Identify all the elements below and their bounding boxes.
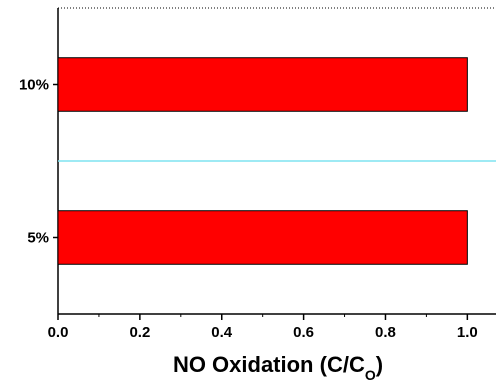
y-tick-label-1: 5%	[27, 230, 49, 247]
x-tick-label-4: 0.8	[375, 324, 396, 341]
bar-1	[57, 210, 468, 265]
bar-0	[57, 57, 468, 112]
x-axis-title: NO Oxidation (C/CO)	[173, 352, 383, 383]
axes	[57, 7, 496, 315]
x-tick-label-3: 0.6	[293, 324, 314, 341]
ticks: 10% 5% 0.0 0.2 0.4 0.6 0.8 1.0	[19, 77, 478, 342]
x-axis-title-main: NO Oxidation (C/C	[173, 352, 365, 377]
x-axis-title-subscript: O	[365, 367, 376, 383]
x-axis-title-close: )	[376, 352, 383, 377]
x-tick-label-2: 0.4	[211, 324, 233, 341]
x-tick-label-5: 1.0	[457, 324, 478, 341]
x-tick-label-0: 0.0	[48, 324, 69, 341]
y-tick-label-0: 10%	[19, 77, 49, 94]
x-tick-label-1: 0.2	[129, 324, 150, 341]
